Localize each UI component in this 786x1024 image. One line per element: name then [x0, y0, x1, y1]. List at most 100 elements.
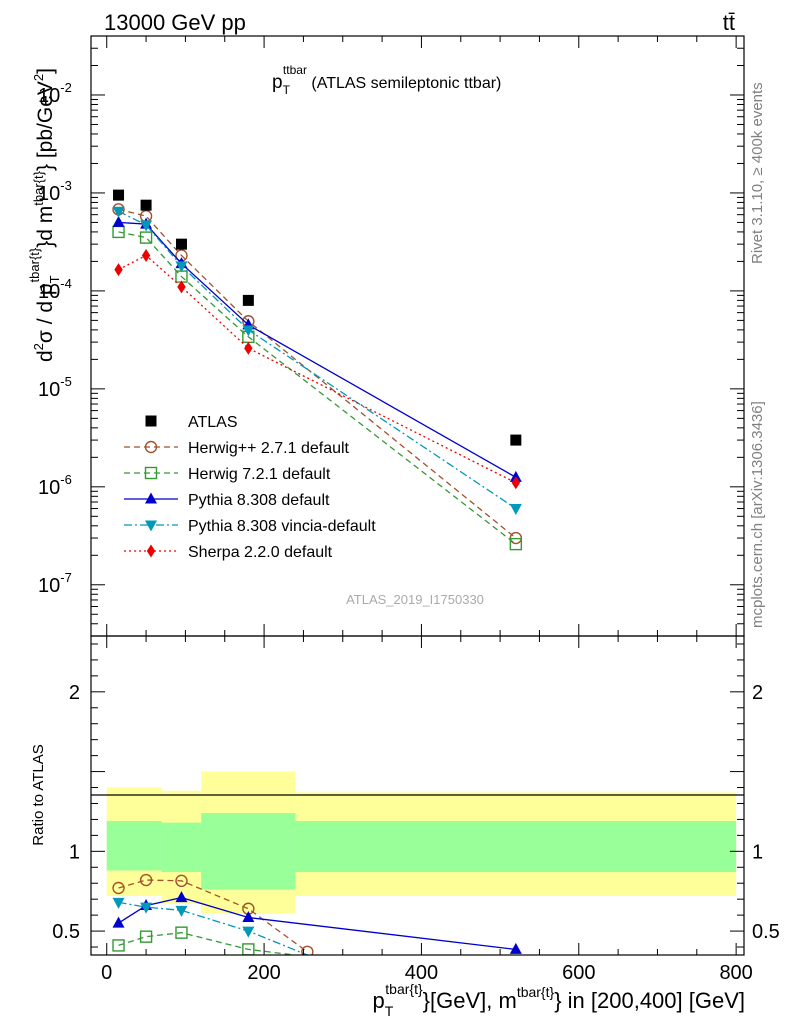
legend-marker-swatch: [145, 520, 157, 532]
herwig7-point: [509, 537, 523, 551]
legend-item-herwig7: Herwig 7.2.1 default: [124, 466, 331, 483]
lower-frame: [90, 635, 745, 956]
upper-y-tick-label: 10-4: [38, 276, 72, 303]
legend-marker-swatch: [146, 544, 156, 558]
legend-label: Pythia 8.308 default: [188, 492, 330, 509]
sherpa-point: [114, 263, 123, 277]
lower-y-tick-label-right: 1: [752, 841, 763, 863]
legend-marker-swatch: [145, 415, 157, 427]
x-tick-labels: 0 200 400 600 800: [101, 962, 753, 984]
legend-label: ATLAS: [188, 414, 238, 431]
lower-data-layer: [112, 873, 522, 955]
legend-marker-swatch: [144, 440, 158, 454]
legend-item-vincia: Pythia 8.308 vincia-default: [124, 518, 376, 535]
atlas-point: [242, 294, 254, 306]
vincia-line: [118, 210, 517, 510]
pythia-point: [112, 215, 125, 227]
vincia-ratio-point: [140, 902, 153, 914]
lower-y-label: Ratio to ATLAS: [30, 744, 47, 845]
legend-marker-swatch: [144, 466, 158, 480]
herwigpp-ratio-point: [139, 873, 153, 887]
legend: ATLAS Herwig++ 2.7.1 default Herwig 7.2.1 …: [124, 414, 376, 561]
legend-label: Sherpa 2.2.0 default: [188, 544, 333, 561]
lower-y-tick-label-right: 0.5: [752, 921, 780, 943]
vincia-point: [140, 220, 153, 232]
upper-y-tick-label: 10-7: [38, 570, 72, 597]
legend-label: Pythia 8.308 vincia-default: [188, 518, 376, 535]
atlas-point: [175, 238, 187, 250]
inner-uncertainty-band: [295, 821, 737, 873]
upper-axis-ticks: 10-7 10-6 10-5 10-4 10-3 10-2: [38, 35, 744, 637]
vincia-ratio-point: [112, 897, 125, 909]
upper-y-label: d2σ / d pTtbar{t}}d mtbar{t}} [pb/GeV2]: [27, 68, 62, 362]
herwig7-line: [118, 231, 517, 545]
atlas-point: [113, 189, 125, 201]
lower-y-tick-label: 1: [69, 841, 80, 863]
sherpa-point: [511, 476, 521, 490]
atlas-point: [510, 434, 522, 446]
plot-title: pTttbar (ATLAS semileptonic ttbar): [272, 63, 501, 97]
plot-title-sub: T: [283, 83, 291, 97]
x-tick-label: 600: [562, 962, 595, 984]
lower-axis-ticks: 0.5 0.5 1 1 2 2: [52, 636, 780, 955]
herwigpp-ratio-line: [118, 879, 308, 953]
herwig7-ratio-point: [175, 926, 188, 939]
upper-data-layer: [112, 189, 523, 551]
pythia-ratio-point: [242, 911, 255, 923]
inner-uncertainty-band: [201, 813, 296, 890]
x-axis-label: pTtbar{t}}[GeV], mtbar{t}} in [200,400] …: [372, 981, 745, 1019]
vincia-ratio-line: [118, 901, 308, 955]
herwig7-ratio-line: [118, 932, 300, 955]
legend-label: Herwig++ 2.7.1 default: [188, 440, 350, 457]
plot-title-sup: ttbar: [283, 63, 307, 77]
upper-y-tick-label: 10-5: [38, 374, 72, 401]
sherpa-line: [118, 254, 517, 484]
lower-panel: 0.5 0.5 1 1 2 2 Ratio to ATLAS: [30, 635, 780, 956]
herwig7-point: [139, 231, 153, 244]
vincia-point: [112, 206, 125, 218]
inner-uncertainty-band: [161, 822, 202, 873]
pythia-ratio-point: [112, 916, 125, 928]
x-tick-label: 400: [405, 962, 438, 984]
lower-y-tick-label: 0.5: [52, 921, 80, 943]
vincia-ratio-point: [175, 905, 188, 917]
pythia-ratio-line: [118, 896, 516, 951]
vincia-ratio-point: [242, 926, 255, 938]
pythia-ratio-point: [175, 891, 188, 903]
legend-item-atlas: ATLAS: [145, 414, 238, 431]
upper-y-label-text: d2σ / d pTtbar{t}}d mtbar{t}} [pb/GeV2]: [27, 68, 62, 362]
energy-label: 13000 GeV pp: [104, 10, 246, 35]
upper-panel: 10-7 10-6 10-5 10-4 10-3 10-2 pTttbar (ATLAS …: [27, 35, 745, 637]
x-tick-label: 200: [247, 962, 280, 984]
legend-item-herwigpp: Herwig++ 2.7.1 default: [124, 440, 350, 457]
atlas-point: [140, 199, 152, 211]
x-tick-label: 0: [101, 962, 112, 984]
herwigpp-ratio-point: [175, 874, 188, 888]
mcplots-reference-text: mcplots.cern.ch [arXiv:1306.3436]: [749, 401, 766, 628]
lower-y-tick-label-right: 2: [752, 682, 763, 704]
herwigpp-line: [118, 208, 517, 539]
lower-uncertainty-bands: [106, 771, 737, 914]
upper-y-tick-label: 10-6: [38, 472, 72, 499]
herwig7-ratio-point: [112, 939, 125, 952]
sherpa-point: [244, 341, 253, 355]
legend-marker-swatch: [145, 492, 157, 504]
analysis-watermark: ATLAS_2019_I1750330: [346, 592, 484, 607]
legend-label: Herwig 7.2.1 default: [188, 466, 331, 483]
pythia-ratio-point: [509, 942, 522, 954]
upper-y-tick-label: 10-2: [38, 80, 72, 107]
herwigpp-ratio-point: [301, 945, 314, 955]
vincia-point: [242, 325, 255, 337]
x-tick-label: 800: [719, 962, 752, 984]
process-label: tt̄: [723, 10, 735, 35]
legend-item-pythia: Pythia 8.308 default: [124, 492, 330, 509]
vincia-point: [509, 504, 522, 516]
plot-title-main: p: [272, 72, 283, 93]
rivet-version-text: Rivet 3.1.10, ≥ 400k events: [749, 82, 766, 264]
sherpa-point: [177, 280, 186, 294]
upper-y-tick-label: 10-3: [38, 178, 72, 205]
lower-y-tick-label: 2: [69, 682, 80, 704]
plot-title-rest: (ATLAS semileptonic ttbar): [307, 75, 501, 92]
